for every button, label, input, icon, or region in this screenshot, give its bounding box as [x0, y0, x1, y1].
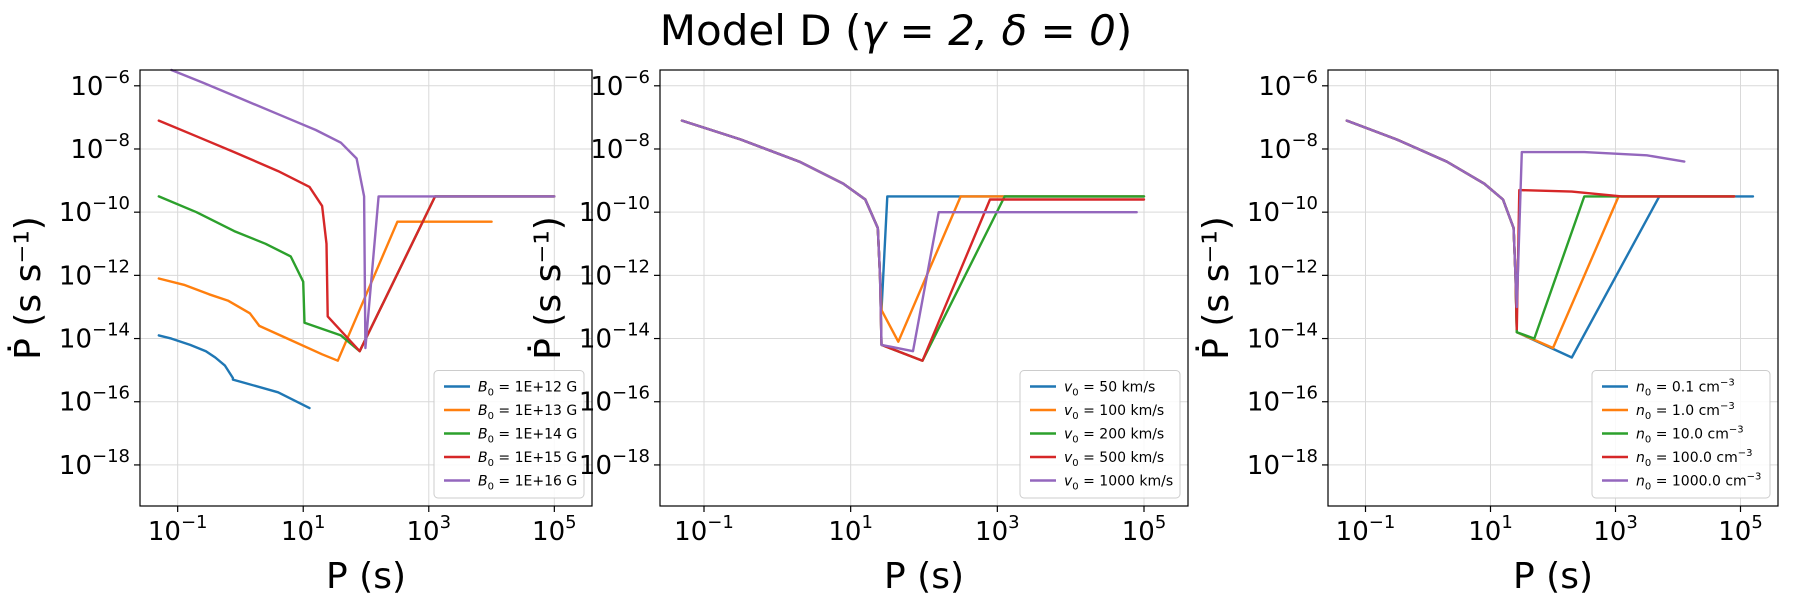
axes-frame [1327, 69, 1779, 507]
legend-label: B0 = 1E+16 G [478, 474, 577, 493]
legend-label: v0 = 100 km/s [1064, 403, 1164, 422]
x-axis-label: P (s) [1513, 556, 1593, 597]
y-tick-label: 10−6 [70, 67, 130, 102]
y-tick-label: 10−12 [59, 256, 130, 291]
y-tick-label: 10−10 [1247, 193, 1318, 228]
y-tick-label: 10−8 [1258, 130, 1318, 165]
x-tick-label: 103 [407, 512, 452, 547]
x-axis-label: P (s) [326, 556, 406, 597]
y-tick-label: 10−10 [59, 193, 130, 228]
y-tick-label: 10−6 [590, 67, 650, 102]
series-line-5 [680, 119, 1138, 353]
x-axis-label: P (s) [884, 556, 964, 597]
y-tick-label: 10−18 [59, 446, 130, 481]
y-tick-label: 10−10 [579, 193, 650, 228]
y-tick-label: 10−16 [1247, 383, 1318, 418]
x-tick-label: 10−1 [148, 512, 208, 547]
legend: B0 = 1E+12 G B0 = 1E+13 G B0 = 1E+14 G B0 =… [433, 370, 585, 499]
subplot-1: 10−1 101 103 105 10−18 10−16 10−14 10−12 10−10 10… [7, 67, 593, 597]
series-group [157, 68, 556, 410]
legend-label: v0 = 200 km/s [1064, 427, 1164, 446]
legend-label: n0 = 10.0 cm−3 [1636, 425, 1744, 446]
y-tick-label: 10−18 [1247, 446, 1318, 481]
x-tick-label: 105 [532, 512, 577, 547]
legend-label: B0 = 1E+14 G [478, 427, 577, 446]
x-tick-label: 103 [1593, 512, 1638, 547]
y-tick-label: 10−14 [59, 320, 130, 355]
subplot-3: 10−1 101 103 105 10−18 10−16 10−14 10−12 10−10 10… [1195, 67, 1779, 597]
legend-label: n0 = 100.0 cm−3 [1636, 448, 1753, 469]
legend-box [1591, 370, 1771, 499]
legend-label: n0 = 1000.0 cm−3 [1636, 472, 1761, 493]
x-tick-label: 10−1 [1336, 512, 1396, 547]
series-line-1 [157, 334, 311, 410]
x-tick-label: 105 [1122, 512, 1167, 547]
x-tick-label: 105 [1718, 512, 1763, 547]
series-line-5 [1345, 119, 1686, 309]
legend-label: B0 = 1E+12 G [478, 380, 577, 399]
axes-frame [659, 69, 1189, 507]
y-axis-label: Ṗ (s s⁻¹) [527, 216, 569, 360]
y-tick-label: 10−14 [1247, 320, 1318, 355]
series-line-4 [157, 119, 556, 353]
x-tick-label: 103 [975, 512, 1020, 547]
y-tick-label: 10−8 [70, 130, 130, 165]
series-line-2 [1345, 119, 1736, 350]
legend-label: B0 = 1E+13 G [478, 403, 577, 422]
series-line-5 [170, 68, 556, 350]
y-tick-label: 10−18 [579, 446, 650, 481]
x-tick-label: 101 [1468, 512, 1513, 547]
legend: v0 = 50 km/s v0 = 100 km/s v0 = 200 km/s v0… [1019, 370, 1181, 499]
y-tick-label: 10−12 [579, 256, 650, 291]
y-tick-label: 10−6 [1258, 67, 1318, 102]
figure-title: Model D (γ = 2, δ = 0) [660, 6, 1132, 55]
series-line-2 [680, 119, 1146, 343]
legend-label: v0 = 500 km/s [1064, 450, 1164, 469]
axes-frame [139, 69, 593, 507]
subplot-2: 10−1 101 103 10510−1810−1610−1410−1210−1010… [527, 67, 1189, 597]
y-tick-label: 10−12 [1247, 256, 1318, 291]
series-group [680, 119, 1146, 362]
series-line-2 [157, 220, 493, 362]
legend-box [1019, 370, 1181, 499]
x-tick-label: 101 [828, 512, 873, 547]
y-tick-label: 10−16 [579, 383, 650, 418]
legend-label: n0 = 1.0 cm−3 [1636, 401, 1735, 422]
series-line-3 [680, 119, 1146, 362]
legend-label: B0 = 1E+15 G [478, 450, 577, 469]
legend-label: v0 = 1000 km/s [1064, 474, 1173, 493]
y-tick-label: 10−14 [579, 320, 650, 355]
series-line-3 [157, 195, 556, 353]
series-line-4 [680, 119, 1146, 362]
x-tick-label: 10−1 [674, 512, 734, 547]
series-group [1345, 119, 1755, 359]
series-line-1 [1345, 119, 1755, 359]
y-axis-label: Ṗ (s s⁻¹) [7, 216, 49, 360]
y-tick-label: 10−16 [59, 383, 130, 418]
y-tick-label: 10−8 [590, 130, 650, 165]
y-axis-label: Ṗ (s s⁻¹) [1195, 216, 1237, 360]
legend-label: v0 = 50 km/s [1064, 380, 1155, 399]
legend-label: n0 = 0.1 cm−3 [1636, 378, 1735, 399]
legend-box [433, 370, 585, 499]
x-tick-label: 101 [281, 512, 326, 547]
legend: n0 = 0.1 cm−3n0 = 1.0 cm−3 n0 = 10.0 cm−3… [1591, 370, 1771, 499]
